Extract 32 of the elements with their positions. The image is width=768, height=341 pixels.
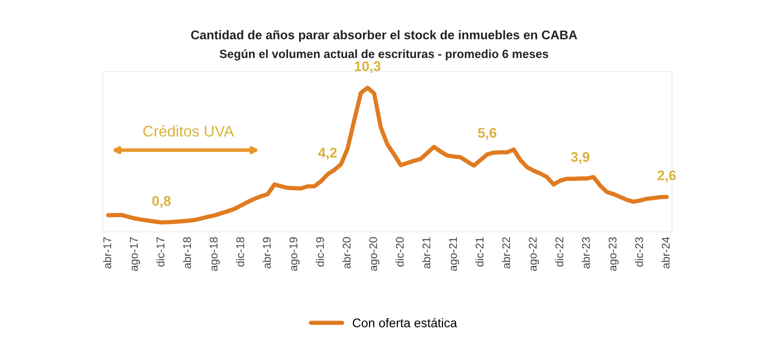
x-tick-label: abr-19	[262, 237, 271, 268]
x-tick-label: abr-23	[582, 237, 590, 268]
legend-label: Con oferta estática	[352, 318, 458, 328]
x-tick-label: abr-22	[502, 237, 510, 268]
x-tick-label: dic-23	[634, 237, 644, 267]
data-label: 5,6	[478, 128, 496, 140]
x-tick-label: ago-18	[210, 237, 220, 271]
x-tick-label: ago-21	[449, 237, 460, 271]
x-tick-label: ago-20	[369, 237, 380, 271]
x-tick-label: dic-17	[156, 237, 164, 267]
x-tick-label: abr-20	[342, 237, 351, 268]
data-label: 0,8	[152, 196, 171, 208]
data-label: 3,9	[570, 152, 590, 164]
x-tick-label: dic-18	[236, 237, 244, 267]
chart-subtitle: Según el volumen actual de escrituras - promedio 6 meses	[220, 49, 548, 60]
x-tick-label: ago-22	[528, 237, 539, 271]
data-label: 10,3	[354, 61, 381, 74]
data-label: 2,6	[658, 170, 676, 182]
chart-title: Cantidad de años parar absorber el stock de inmuebles en CABA	[191, 30, 578, 42]
x-tick-label: abr-17	[103, 237, 112, 268]
x-tick-label: ago-23	[608, 237, 619, 271]
x-tick-label: dic-20	[396, 237, 404, 267]
x-tick-label: abr-18	[182, 237, 191, 268]
x-tick-label: ago-17	[130, 237, 140, 271]
x-tick-label: abr-21	[422, 237, 430, 268]
x-tick-label: ago-19	[289, 237, 300, 271]
x-tick-label: dic-22	[555, 237, 564, 267]
annotation: Créditos UVA	[143, 125, 234, 137]
data-label: 4,2	[318, 148, 337, 160]
x-tick-label: abr-24	[662, 237, 670, 268]
x-tick-label: dic-19	[316, 237, 324, 267]
x-tick-label: dic-21	[475, 237, 484, 267]
